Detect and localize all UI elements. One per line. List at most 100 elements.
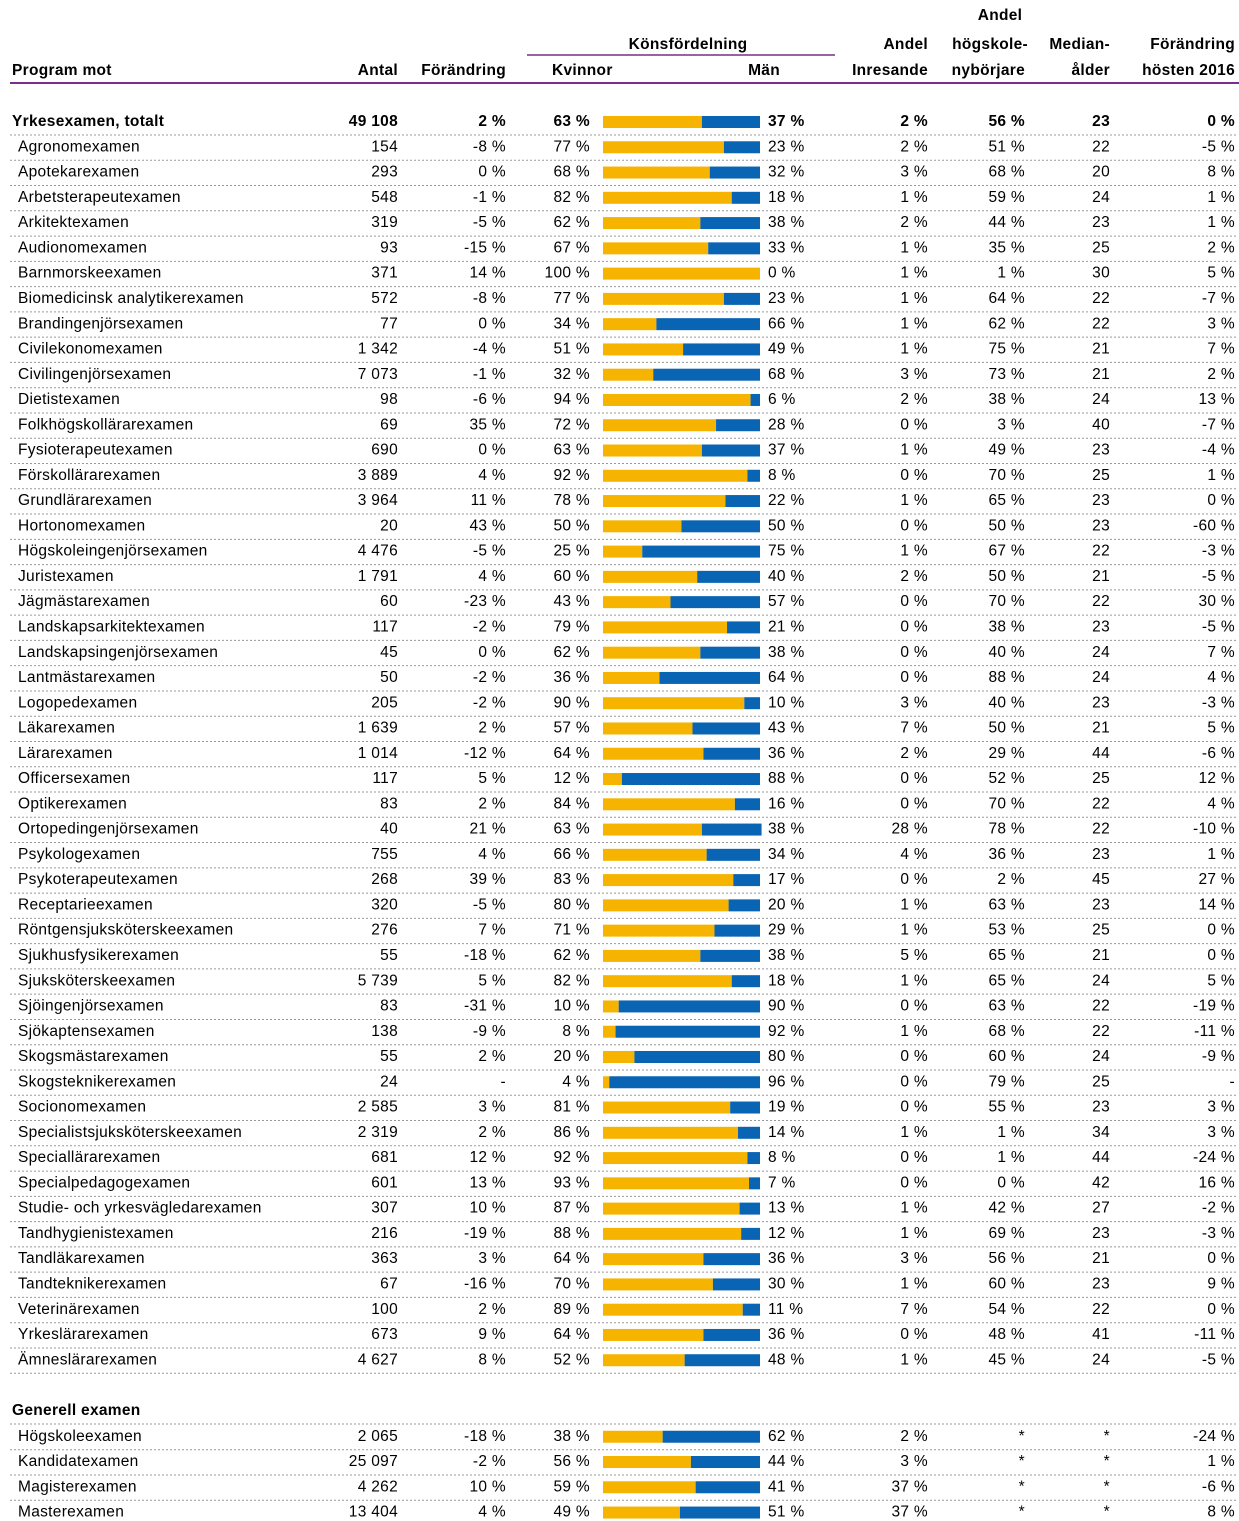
median-age: 44 [1092,1149,1110,1166]
new-students: 60 % [988,1048,1025,1065]
antal: 205 [371,694,398,711]
change-2016: 9 % [1207,1276,1235,1293]
men-bar [656,318,760,331]
change-2016: 0 % [1207,947,1235,964]
median-age: 24 [1092,189,1110,206]
change: 2 % [478,720,506,737]
women-label: 51 % [553,341,590,358]
women-label: 67 % [553,239,590,256]
change-2016: -6 % [1202,745,1235,762]
incoming: 3 % [900,694,928,711]
women-bar [603,924,715,937]
women-bar [603,242,709,255]
women-label: 63 % [553,113,590,130]
incoming: 1 % [900,265,928,282]
incoming: 1 % [900,543,928,560]
men-bar [742,1303,760,1316]
change-2016: 0 % [1207,1250,1235,1267]
median-age: * [1104,1428,1110,1445]
change: 7 % [478,922,506,939]
women-label: 62 % [553,214,590,231]
incoming: 0 % [900,416,928,433]
new-students: 36 % [988,846,1025,863]
women-label: 71 % [553,922,590,939]
program-name: Lantmästarexamen [18,669,155,686]
women-bar [603,191,732,204]
women-bar [603,1481,696,1494]
women-bar [603,217,701,230]
men-label: 38 % [768,821,805,838]
change-2016: 5 % [1207,265,1235,282]
median-age: 21 [1092,366,1110,383]
change: -8 % [473,290,506,307]
women-label: 10 % [553,998,590,1015]
women-bar [603,1456,691,1469]
new-students: 2 % [997,871,1025,888]
women-bar [603,1152,748,1165]
men-label: 38 % [768,644,805,661]
program-name: Fysioterapeutexamen [18,442,173,459]
change: -1 % [473,366,506,383]
change: 5 % [478,770,506,787]
median-age: 27 [1092,1200,1110,1217]
new-students: 63 % [988,998,1025,1015]
program-name: Tandhygienistexamen [18,1225,174,1242]
change-2016: 1 % [1207,846,1235,863]
women-bar [603,722,693,735]
change: 3 % [478,1250,506,1267]
new-students: 50 % [988,517,1025,534]
new-students: 78 % [988,821,1025,838]
women-bar [603,874,734,887]
new-students: 70 % [988,593,1025,610]
antal: 755 [371,846,398,863]
median-age: 21 [1092,341,1110,358]
antal: 320 [371,896,398,913]
new-students: 70 % [988,467,1025,484]
median-age: 23 [1092,694,1110,711]
change-2016: 3 % [1207,315,1235,332]
median-age: 21 [1092,1250,1110,1267]
incoming: 1 % [900,442,928,459]
incoming: 0 % [900,1073,928,1090]
new-students: * [1019,1428,1025,1445]
program-name: Kandidatexamen [18,1453,139,1470]
new-students: 54 % [988,1301,1025,1318]
change-2016: 5 % [1207,972,1235,989]
header: Kvinnor [552,62,613,79]
women-label: 12 % [553,770,590,787]
men-bar [734,798,760,811]
change-2016: 2 % [1207,366,1235,383]
program-name: Tandteknikerexamen [18,1276,166,1293]
antal: 77 [380,315,398,332]
new-students: 45 % [988,1351,1025,1368]
change-2016: 7 % [1207,644,1235,661]
men-label: 7 % [768,1174,796,1191]
change: 43 % [469,517,506,534]
men-bar [700,646,760,659]
program-name: Grundlärarexamen [18,492,152,509]
change-2016: 8 % [1207,164,1235,181]
men-bar [609,1076,760,1089]
women-bar [603,267,760,280]
median-age: 45 [1092,871,1110,888]
women-bar [603,166,710,179]
women-label: 4 % [562,1073,590,1090]
new-students: 79 % [988,1073,1025,1090]
antal: 601 [371,1174,398,1191]
women-label: 93 % [553,1174,590,1191]
men-bar [700,217,760,230]
men-label: 29 % [768,922,805,939]
antal: 4 476 [358,543,398,560]
change: 2 % [478,113,506,130]
men-label: 38 % [768,214,805,231]
change: -8 % [473,138,506,155]
new-students: 1 % [997,1124,1025,1141]
change: -16 % [464,1276,506,1293]
new-students: 60 % [988,1276,1025,1293]
new-students: 75 % [988,341,1025,358]
incoming: 1 % [900,290,928,307]
women-label: 34 % [553,315,590,332]
incoming: 0 % [900,1149,928,1166]
women-bar [603,1000,619,1013]
antal: 1 791 [358,568,398,585]
